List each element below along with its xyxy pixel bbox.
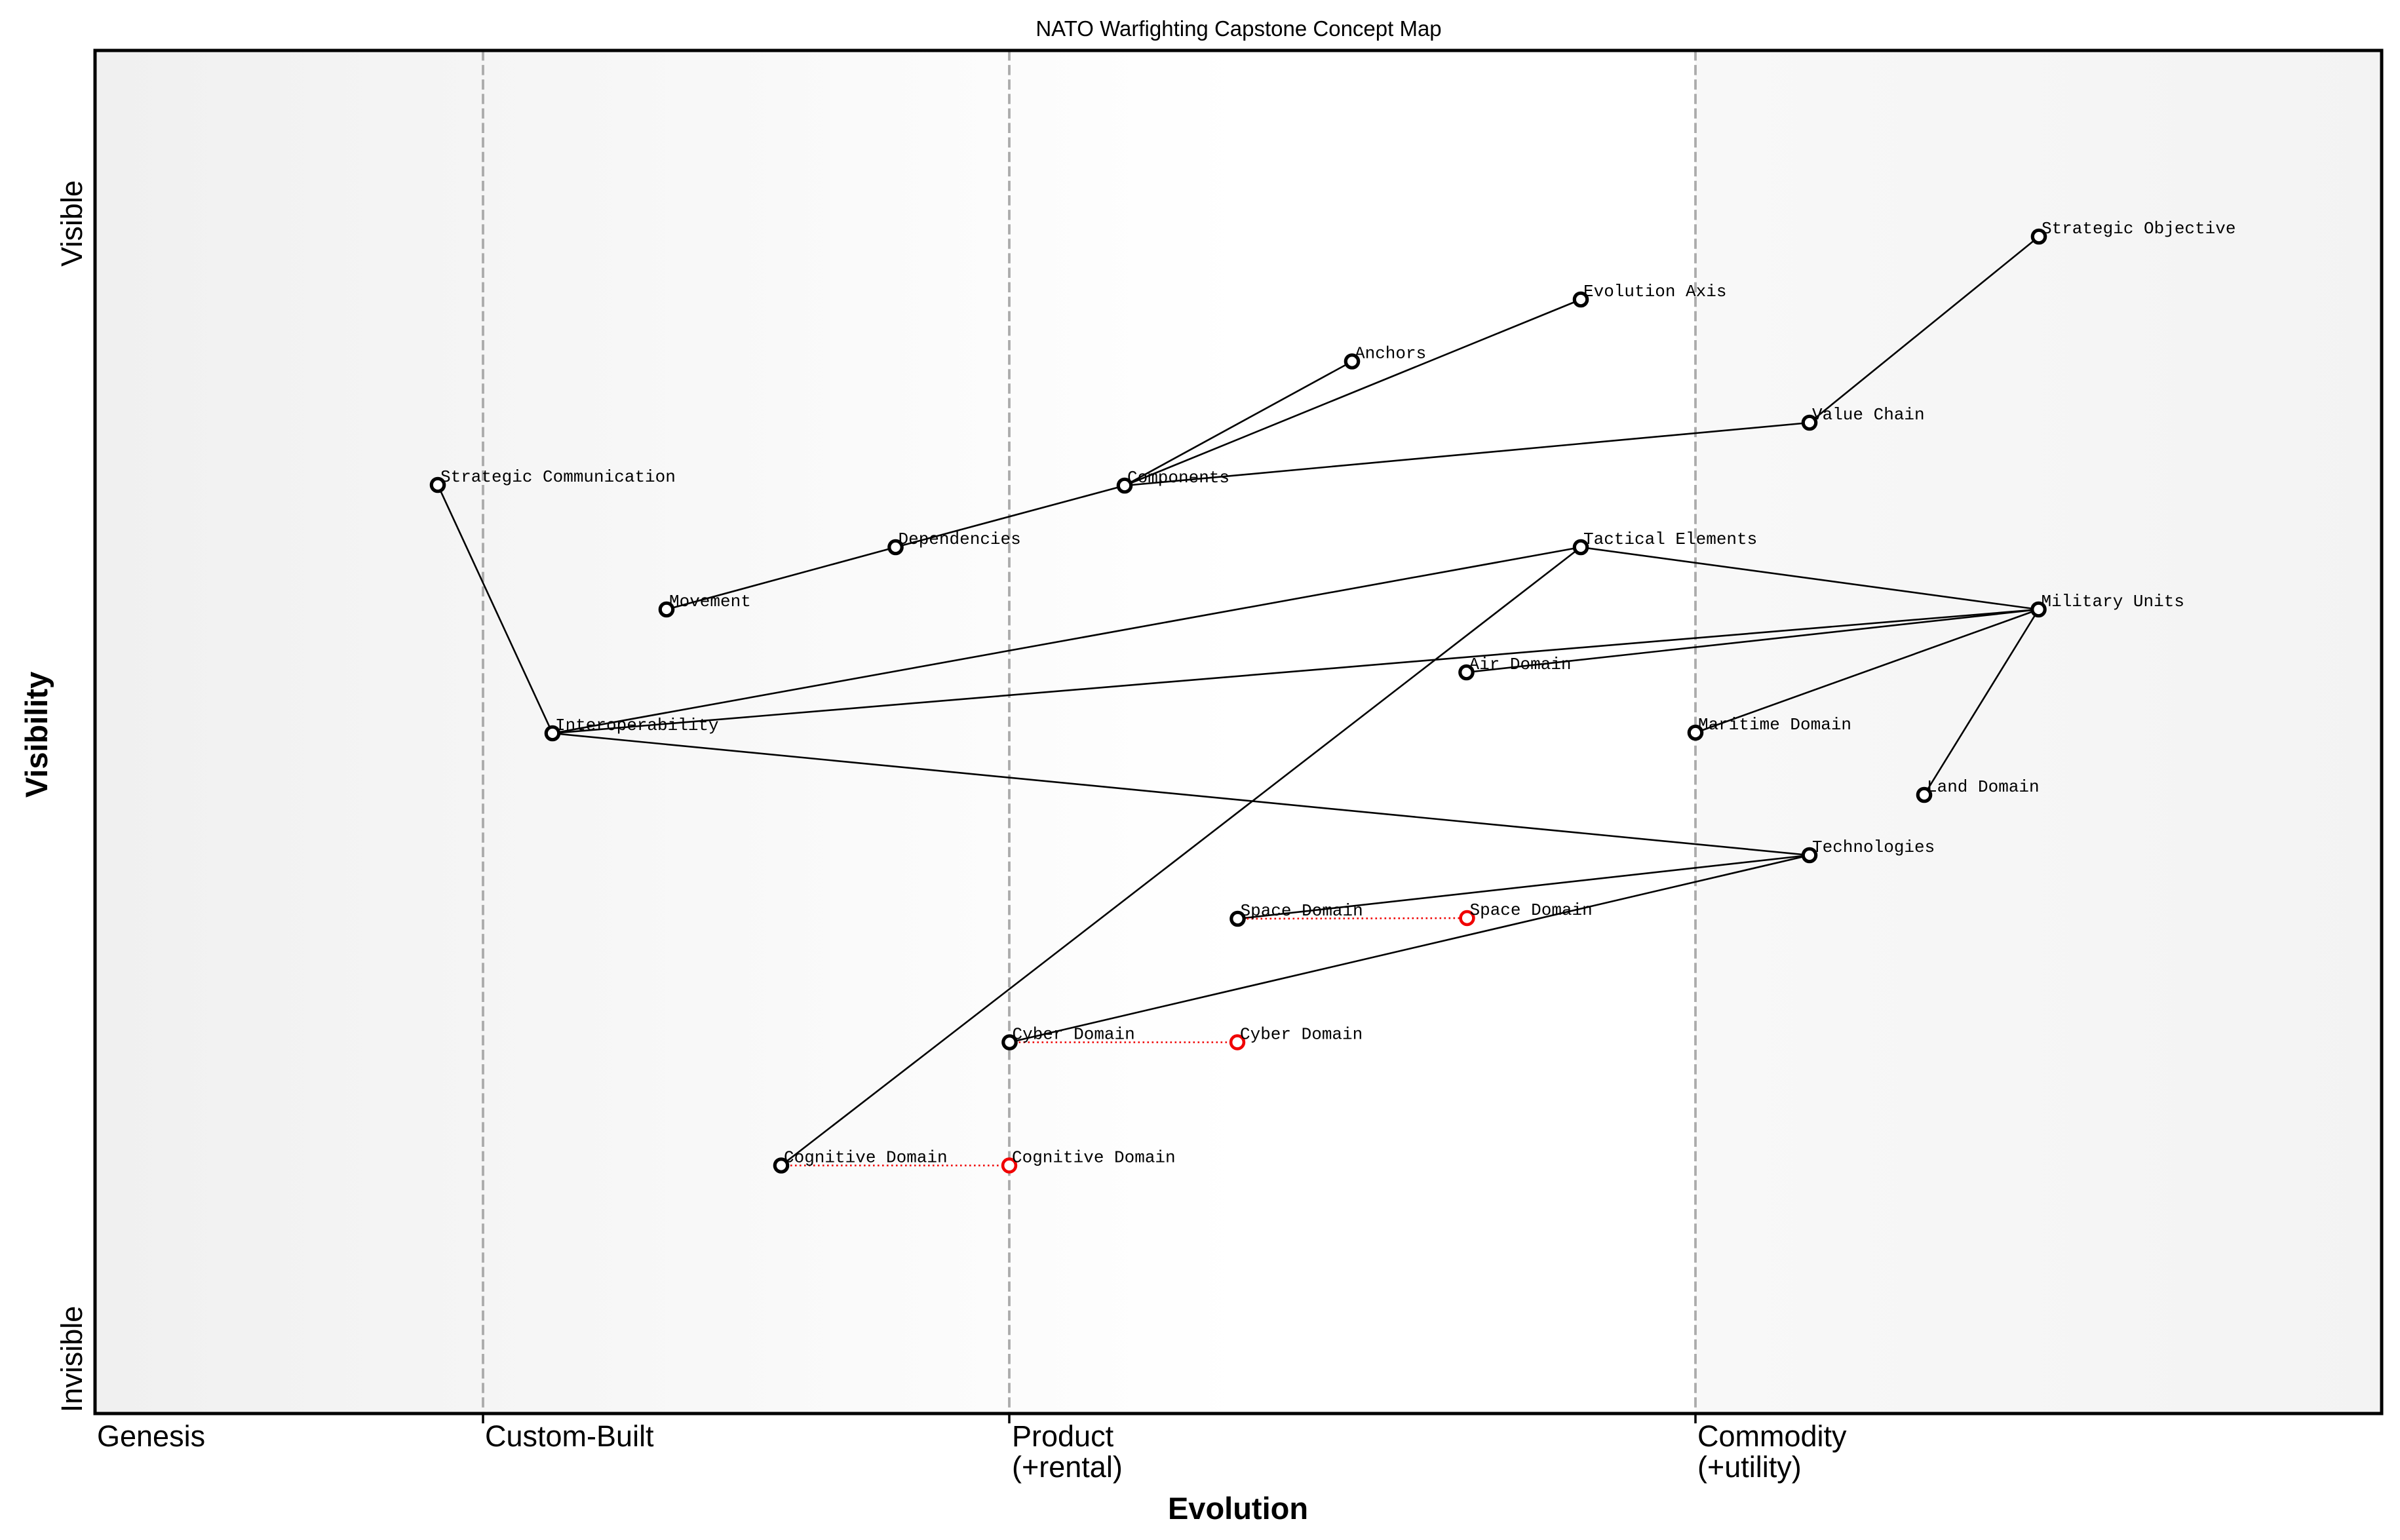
svg-text:Strategic Communication: Strategic Communication (440, 467, 676, 487)
svg-text:Space Domain: Space Domain (1470, 900, 1593, 920)
svg-text:Anchors: Anchors (1355, 344, 1426, 364)
svg-text:Evolution Axis: Evolution Axis (1583, 282, 1726, 301)
svg-text:NATO Warfighting Capstone Conc: NATO Warfighting Capstone Concept Map (1035, 16, 1441, 41)
svg-text:Cognitive Domain: Cognitive Domain (1012, 1148, 1176, 1168)
svg-text:Evolution: Evolution (1168, 1491, 1308, 1526)
svg-text:Air Domain: Air Domain (1469, 655, 1572, 674)
svg-text:Genesis: Genesis (97, 1419, 205, 1453)
svg-text:(+rental): (+rental) (1012, 1450, 1123, 1484)
svg-text:Visibility: Visibility (19, 672, 54, 798)
svg-text:(+utility): (+utility) (1697, 1450, 1802, 1484)
svg-text:Technologies: Technologies (1812, 837, 1935, 857)
svg-text:Military Units: Military Units (2042, 592, 2184, 611)
svg-text:Commodity: Commodity (1697, 1419, 1847, 1453)
svg-text:Dependencies: Dependencies (899, 529, 1021, 549)
svg-text:Visible: Visible (55, 180, 88, 267)
svg-text:Cognitive Domain: Cognitive Domain (784, 1148, 948, 1168)
svg-text:Product: Product (1012, 1419, 1114, 1453)
svg-text:Custom-Built: Custom-Built (485, 1419, 654, 1453)
svg-text:Strategic Objective: Strategic Objective (2042, 219, 2235, 239)
svg-text:Movement: Movement (669, 592, 751, 611)
svg-text:Interoperability: Interoperability (555, 716, 719, 735)
svg-text:Land Domain: Land Domain (1927, 777, 2040, 797)
svg-text:Space Domain: Space Domain (1241, 901, 1363, 921)
svg-text:Value Chain: Value Chain (1812, 405, 1925, 425)
svg-text:Cyber Domain: Cyber Domain (1013, 1025, 1135, 1045)
svg-text:Tactical Elements: Tactical Elements (1583, 529, 1757, 549)
svg-text:Components: Components (1127, 468, 1229, 488)
svg-text:Cyber Domain: Cyber Domain (1240, 1025, 1363, 1045)
svg-text:Maritime Domain: Maritime Domain (1698, 715, 1851, 735)
svg-text:Invisible: Invisible (55, 1306, 88, 1413)
